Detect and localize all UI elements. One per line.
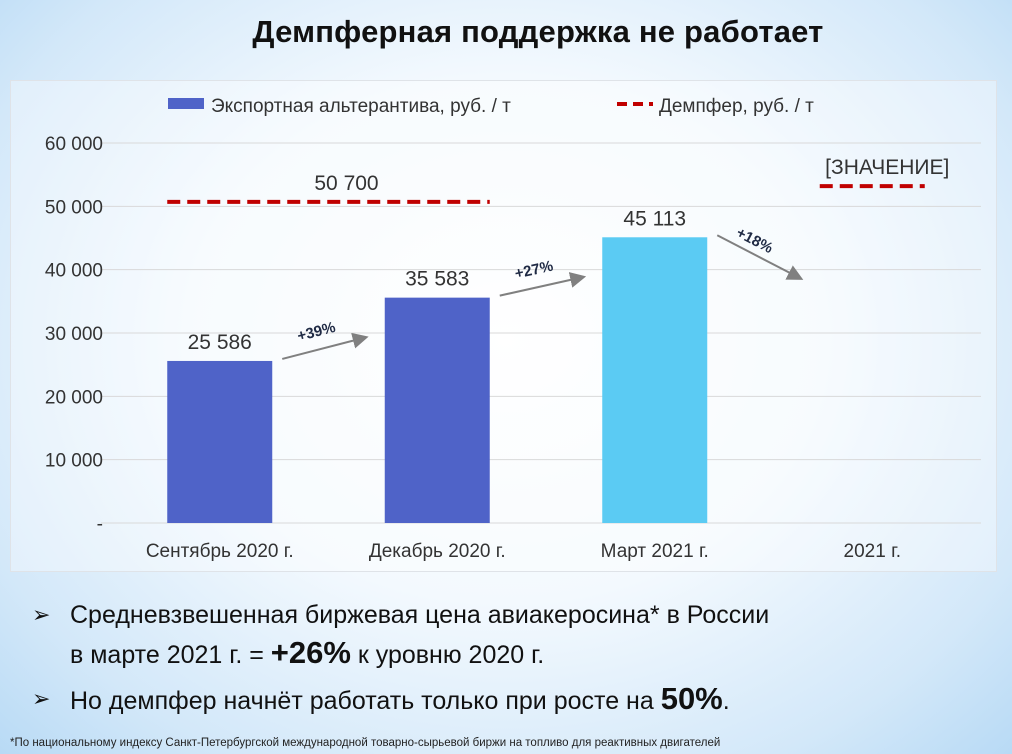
damper-value-label: [ЗНАЧЕНИЕ] (825, 156, 949, 179)
bullet-line: Средневзвешенная биржевая цена авиакерос… (70, 601, 770, 629)
bullet-text-part: Но демпфер начнёт работать только при ро… (70, 687, 661, 715)
highlight-value: 50% (660, 681, 723, 716)
bar-value-label: 45 113 (623, 207, 686, 230)
bullet-item: ➢ Средневзвешенная биржевая цена авиакер… (32, 596, 992, 674)
y-tick-label: 50 000 (45, 197, 103, 218)
chart-area: - 10 000 20 000 30 000 40 000 50 000 60 000 Се… (10, 80, 997, 572)
arrow-bullet-icon: ➢ (32, 686, 51, 711)
y-tick-label: 40 000 (45, 261, 103, 282)
legend-label-export: Экспортная альтерантива, руб. / т (211, 96, 511, 117)
x-tick-label: Сентябрь 2020 г. (146, 541, 294, 562)
arrow-bullet-icon: ➢ (32, 602, 51, 627)
y-tick-label: 10 000 (45, 451, 103, 472)
growth-label: +18% (733, 224, 775, 257)
bar (167, 360, 273, 523)
bullet-text-part: в марте 2021 г. = (70, 641, 271, 669)
legend-swatch-export (168, 98, 204, 109)
bullet-list: ➢ Средневзвешенная биржевая цена авиакер… (32, 596, 992, 720)
bullet-line: в марте 2021 г. = +26% к уровню 2020 г. (70, 634, 769, 674)
footnote: *По национальному индексу Санкт-Петербур… (10, 737, 721, 749)
y-tick-label: - (97, 514, 103, 535)
growth-arrow (499, 272, 587, 297)
growth-label: +39% (295, 319, 337, 345)
damper-value-label: 50 700 (314, 172, 378, 195)
bar-chart: - 10 000 20 000 30 000 40 000 50 000 60 000 Се… (45, 96, 981, 562)
highlight-value: +26% (270, 635, 351, 670)
y-tick-label: 20 000 (45, 387, 103, 408)
x-tick-label: 2021 г. (844, 541, 901, 562)
growth-label: +27% (513, 258, 555, 283)
x-tick-label: Март 2021 г. (601, 541, 709, 562)
bar-value-label: 35 583 (405, 268, 469, 291)
bar (384, 297, 490, 523)
page-title: Демпферная поддержка не работает (252, 14, 824, 49)
bar (602, 237, 708, 523)
bullet-text-part: к уровню 2020 г. (350, 641, 545, 669)
y-tick-label: 30 000 (45, 324, 103, 345)
bullet-text: Но демпфер начнёт работать только при ро… (70, 680, 730, 720)
growth-arrow (281, 332, 369, 360)
x-tick-label: Декабрь 2020 г. (369, 541, 506, 562)
y-tick-label: 60 000 (45, 134, 103, 155)
bullet-item: ➢ Но демпфер начнёт работать только при … (32, 680, 992, 720)
growth-arrow (716, 234, 804, 280)
bullet-text: Средневзвешенная биржевая цена авиакерос… (70, 596, 769, 674)
legend-label-damper: Демпфер, руб. / т (659, 96, 814, 117)
bullet-text-part: . (722, 687, 730, 715)
bar-value-label: 25 586 (188, 331, 252, 354)
